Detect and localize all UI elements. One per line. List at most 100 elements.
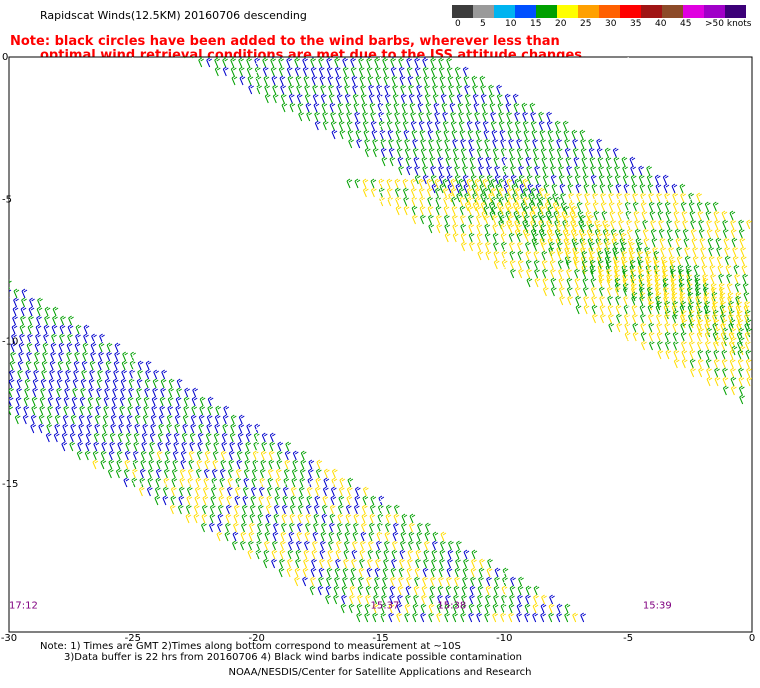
wind-barb (525, 156, 532, 167)
wind-barb (607, 295, 613, 306)
wind-barb (201, 513, 208, 524)
wind-barb (342, 567, 349, 578)
colorbar-label: 5 (480, 19, 486, 29)
wind-barb (540, 612, 546, 623)
wind-barb (416, 84, 422, 95)
wind-barb (60, 315, 66, 326)
wind-barb (390, 567, 397, 578)
wind-barb (560, 192, 566, 203)
wind-barb (24, 387, 30, 398)
wind-barb (317, 585, 324, 596)
wind-barb (560, 201, 567, 212)
wind-barb (351, 558, 357, 569)
wind-barb (393, 522, 399, 533)
wind-barb (422, 174, 429, 185)
wind-barb (440, 84, 446, 95)
wind-barb (320, 540, 326, 551)
wind-barb (366, 66, 373, 77)
wind-barb (646, 286, 653, 297)
wind-barb (28, 306, 35, 317)
wind-barb (47, 396, 54, 407)
wind-barb (461, 594, 467, 605)
wind-barb (722, 228, 729, 239)
wind-barb (140, 459, 147, 470)
wind-barb (700, 255, 707, 266)
wind-barb (740, 246, 746, 257)
wind-barb (287, 558, 293, 569)
wind-barb (173, 441, 180, 452)
wind-barb (141, 432, 148, 443)
wind-barb (583, 183, 590, 194)
wind-barb (87, 405, 94, 416)
wind-barb (120, 378, 127, 389)
wind-barb (448, 84, 454, 95)
wind-barb (231, 75, 238, 86)
wind-barb (514, 187, 521, 198)
wind-barb (459, 129, 466, 140)
wind-barb (506, 111, 512, 122)
wind-barb (622, 268, 628, 279)
map-gridlines (9, 57, 752, 632)
wind-barb (195, 468, 202, 479)
wind-barb (362, 187, 369, 198)
wind-barb (396, 612, 402, 623)
wind-barb (269, 432, 276, 443)
wind-barb (428, 603, 435, 614)
wind-barb (474, 111, 480, 122)
wind-barb (727, 291, 734, 302)
wind-barb (202, 486, 209, 497)
wind-barb (198, 57, 204, 68)
wind-barb (515, 129, 522, 140)
wind-barb (156, 459, 163, 470)
wind-barb (716, 246, 722, 257)
wind-barb (556, 223, 563, 234)
wind-barb (521, 102, 528, 113)
wind-barb (478, 576, 484, 587)
wind-barb (506, 120, 513, 131)
wind-barb (272, 93, 279, 104)
wind-barb (523, 129, 530, 140)
wind-barb (108, 450, 115, 461)
wind-barb (723, 237, 730, 248)
wind-barb (352, 531, 359, 542)
wind-barb (302, 57, 308, 68)
wind-barb (326, 567, 333, 578)
wind-barb (32, 387, 38, 398)
wind-barb (620, 232, 627, 243)
wind-barb (322, 486, 329, 497)
wind-barb (729, 210, 736, 221)
wind-barb (413, 156, 420, 167)
wind-barb (158, 414, 165, 425)
wind-barb (294, 567, 301, 578)
wind-barb (510, 268, 516, 279)
wind-barb (711, 295, 717, 306)
wind-barb (41, 360, 48, 371)
wind-barb (698, 219, 704, 230)
wind-barb (492, 603, 499, 614)
wind-barb (639, 304, 646, 315)
wind-barb (632, 201, 639, 212)
wind-barb (24, 378, 31, 389)
wind-barb (681, 349, 688, 360)
wind-barb (84, 450, 91, 461)
wind-barb (664, 192, 670, 203)
wind-barb (28, 315, 34, 326)
wind-barb (238, 57, 244, 68)
wind-barb (638, 165, 644, 176)
wind-barb (663, 304, 670, 315)
wind-barb (654, 268, 660, 279)
wind-barb (314, 111, 320, 122)
wind-barb (540, 214, 546, 225)
wind-barb (11, 333, 17, 344)
wind-barb (55, 396, 62, 407)
wind-barb (718, 273, 724, 284)
wind-barb (581, 156, 588, 167)
wind-barb (32, 378, 39, 389)
wind-barb (172, 459, 179, 470)
wind-barb (424, 540, 430, 551)
wind-barb (79, 405, 86, 416)
wind-barb (71, 405, 78, 416)
wind-barb (70, 423, 77, 434)
wind-barb (588, 214, 594, 225)
wind-barb (461, 241, 467, 252)
